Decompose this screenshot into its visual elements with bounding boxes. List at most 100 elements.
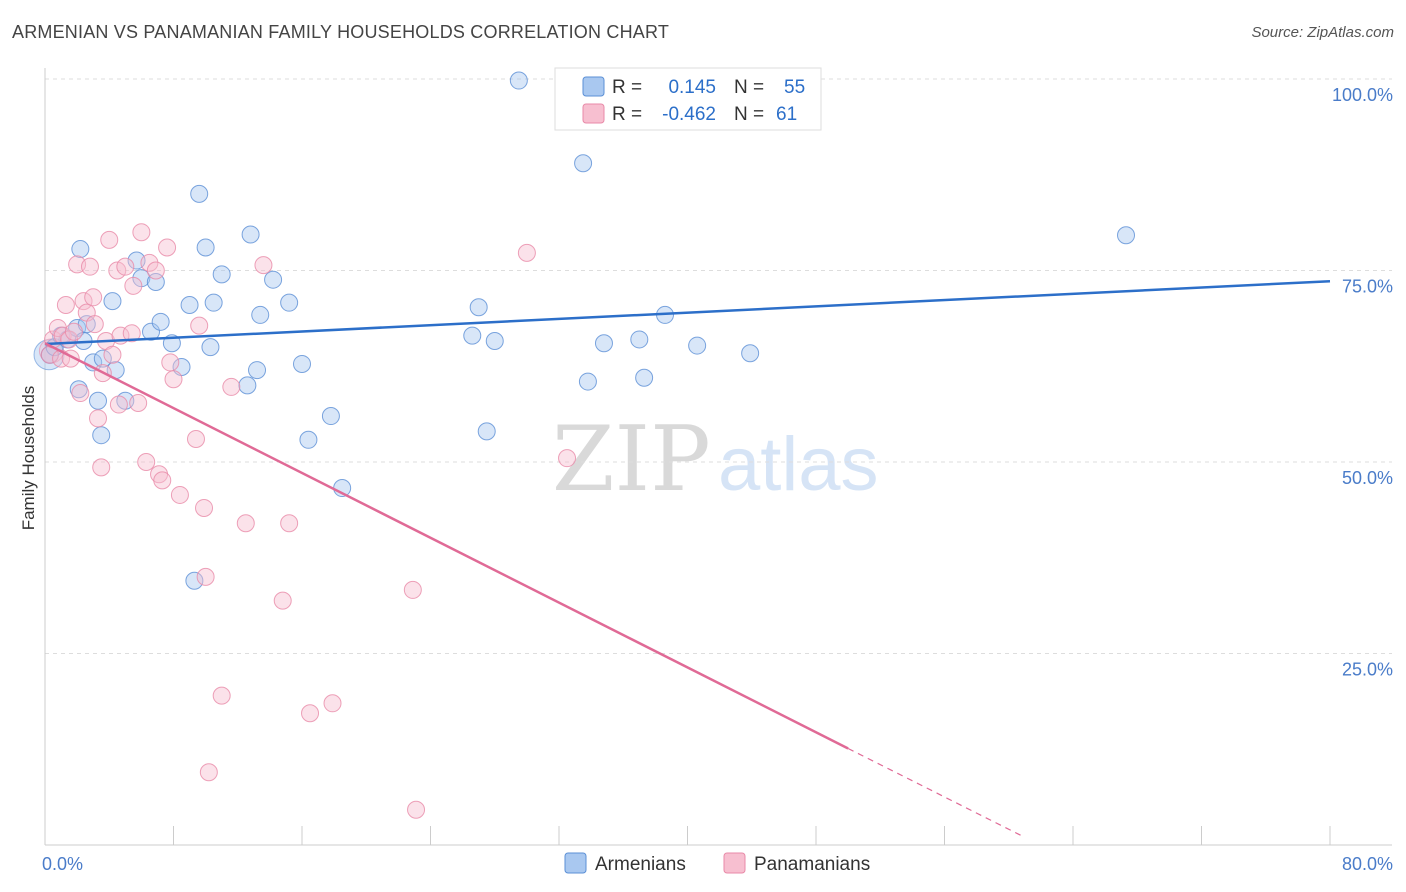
panamanian-point-8 <box>64 322 83 341</box>
armenian-point-48 <box>630 330 649 349</box>
armenian-point-26 <box>196 238 215 257</box>
legend-panamanians-swatch <box>723 852 746 874</box>
legend-panamanian-n-label: N = <box>734 104 764 125</box>
armenian-point-42 <box>477 422 496 441</box>
panamanian-point-51 <box>323 694 342 713</box>
legend-panamanian-r-label: R = <box>612 104 642 125</box>
armenian-point-40 <box>463 326 482 345</box>
legend-armenian-n-value: 55 <box>784 77 805 98</box>
axes <box>44 68 1392 846</box>
panamanian-point-46 <box>236 514 255 533</box>
armenian-point-49 <box>635 368 654 387</box>
armenian-point-13 <box>103 292 122 311</box>
panamanian-point-21 <box>103 345 122 364</box>
trend-lines <box>44 279 1331 838</box>
armenian-point-20 <box>151 312 170 331</box>
panamanian-point-53 <box>407 800 426 819</box>
x-tick-label-max: 80.0% <box>1342 854 1393 874</box>
y-tick-label-0: 25.0% <box>1342 660 1393 680</box>
panamanian-point-14 <box>84 288 103 307</box>
panamanian-point-54 <box>517 243 536 262</box>
panamanian-point-15 <box>85 315 104 334</box>
watermark-atlas: atlas <box>718 422 879 507</box>
panamanian-point-39 <box>186 430 205 449</box>
armenian-point-11 <box>92 426 111 445</box>
panamanian-point-47 <box>254 256 273 275</box>
panamanian-point-11 <box>74 292 93 311</box>
legend-panamanian-r-value: -0.462 <box>662 104 716 125</box>
legend-armenian-r-label: R = <box>612 77 642 98</box>
armenian-point-44 <box>509 71 528 90</box>
armenian-point-10 <box>89 391 108 410</box>
panamanian-point-50 <box>301 704 320 723</box>
y-tick-label-3: 100.0% <box>1332 85 1393 105</box>
armenian-point-34 <box>264 270 283 289</box>
panamanian-point-29 <box>132 223 151 242</box>
armenian-point-23 <box>180 295 199 314</box>
armenian-point-12 <box>93 349 112 368</box>
armenian-point-28 <box>204 293 223 312</box>
legend-armenians-label: Armenians <box>595 854 686 875</box>
source-credit: Source: ZipAtlas.com <box>1251 24 1394 41</box>
armenian-point-37 <box>299 430 318 449</box>
armenian-point-24 <box>185 571 204 590</box>
panamanian-point-27 <box>124 276 143 295</box>
panamanian-point-30 <box>137 453 156 471</box>
panamanian-point-13 <box>80 257 99 276</box>
panamanian-point-49 <box>280 514 299 533</box>
panamanian-point-31 <box>140 253 159 272</box>
series-legend: Armenians Panamanians <box>564 852 870 875</box>
watermark-zip: ZIP <box>552 407 711 512</box>
panamanian-point-37 <box>164 370 183 389</box>
tick-labels: 25.0% 50.0% 75.0% 100.0% 0.0% 80.0% <box>42 85 1393 874</box>
armenian-point-31 <box>241 225 260 244</box>
armenian-point-41 <box>469 298 488 317</box>
armenian-point-18 <box>142 322 161 341</box>
armenian-point-6 <box>71 240 90 259</box>
panamanian-point-44 <box>212 686 231 705</box>
panamanian-point-26 <box>122 324 141 343</box>
panamanian-point-25 <box>116 257 135 276</box>
armenian-point-51 <box>688 336 707 355</box>
panamanian-point-16 <box>89 409 108 428</box>
armenian-point-27 <box>201 338 220 357</box>
panamanian-point-23 <box>109 395 128 414</box>
legend-armenian-n-label: N = <box>734 77 764 98</box>
panamanian-point-5 <box>56 295 75 314</box>
armenian-point-35 <box>280 293 299 312</box>
armenian-point-38 <box>321 407 340 426</box>
armenian-point-52 <box>741 344 760 363</box>
panamanian-point-36 <box>161 353 180 372</box>
legend-panamanian-swatch <box>582 103 605 124</box>
armenian-point-46 <box>578 372 597 391</box>
armenian-point-43 <box>485 331 504 350</box>
y-axis-label: Family Households <box>19 386 38 531</box>
armenian-point-25 <box>190 184 209 203</box>
panamanian-point-45 <box>222 377 241 396</box>
armenian-point-45 <box>574 154 593 173</box>
x-tick-label-min: 0.0% <box>42 854 83 874</box>
panamanian-point-34 <box>153 471 172 490</box>
panamanian-point-52 <box>403 580 422 599</box>
correlation-legend: R = 0.145 N = 55 R = -0.462 N = 61 <box>554 67 822 131</box>
panamanian-trend-line <box>44 342 849 750</box>
panamanian-trend-extension <box>847 747 1026 838</box>
panamanian-point-42 <box>196 567 215 586</box>
legend-armenians-swatch <box>564 852 587 874</box>
panamanian-point-48 <box>273 591 292 610</box>
armenian-point-36 <box>293 354 311 373</box>
panamanian-point-35 <box>158 238 177 257</box>
armenian-point-53 <box>1117 226 1136 245</box>
panamanian-point-43 <box>199 763 218 782</box>
y-tick-label-1: 50.0% <box>1342 468 1393 488</box>
chart-title: ARMENIAN VS PANAMANIAN FAMILY HOUSEHOLDS… <box>12 22 670 42</box>
gridlines <box>45 78 1392 654</box>
legend-armenian-r-value: 0.145 <box>668 77 716 98</box>
armenian-point-32 <box>248 361 267 380</box>
data-points <box>33 71 1136 819</box>
panamanian-point-20 <box>100 230 119 249</box>
panamanian-point-40 <box>190 316 209 335</box>
panamanian-point-17 <box>92 458 111 477</box>
legend-panamanians-label: Panamanians <box>754 854 870 875</box>
panamanian-point-32 <box>146 261 165 280</box>
